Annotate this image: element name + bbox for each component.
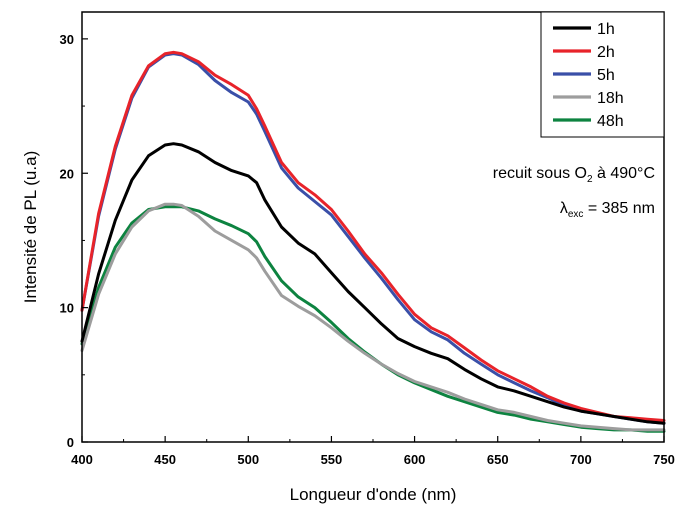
annotation-lambda-prefix: λ [560, 200, 568, 217]
x-tick-label: 750 [653, 452, 675, 467]
legend-label-1h: 1h [597, 21, 615, 38]
series-lines [80, 50, 666, 433]
x-tick-label: 700 [570, 452, 592, 467]
annotation-lambda-suffix: = 385 nm [583, 200, 655, 217]
annotation-annealing-prefix: recuit sous O [493, 165, 587, 182]
x-tick-label: 400 [71, 452, 93, 467]
series-line-48h [80, 205, 666, 433]
y-tick-label: 0 [67, 435, 74, 450]
legend-label-48h: 48h [597, 113, 624, 130]
series-line-1h [80, 142, 666, 425]
y-tick-label: 10 [60, 301, 74, 316]
x-tick-label: 600 [404, 452, 426, 467]
annotation-lambda-subscript: exc [568, 209, 584, 220]
x-tick-label: 450 [154, 452, 176, 467]
legend-label-2h: 2h [597, 44, 615, 61]
legend: 1h 2h 5h 18h 48h [540, 11, 665, 138]
series-line-18h [80, 202, 666, 432]
y-axis-label: Intensité de PL (u.a) [21, 151, 40, 303]
x-tick-label: 500 [237, 452, 259, 467]
x-tick-label: 650 [487, 452, 509, 467]
legend-label-18h: 18h [597, 90, 624, 107]
x-axis-label: Longueur d'onde (nm) [290, 485, 457, 504]
annotation-annealing-subscript: 2 [587, 174, 593, 185]
y-tick-label: 20 [60, 166, 74, 181]
annotation-annealing-suffix: à 490°C [593, 165, 655, 182]
annotation-excitation-wavelength: λexc = 385 nm [560, 200, 655, 220]
y-tick-label: 30 [60, 32, 74, 47]
legend-label-5h: 5h [597, 67, 615, 84]
axis-ticks: 400 450 500 550 600 650 700 750 0 10 20 30 [60, 32, 675, 467]
series-line-2h [80, 50, 666, 422]
x-tick-label: 550 [321, 452, 343, 467]
annotation-annealing-condition: recuit sous O2 à 490°C [493, 165, 655, 185]
